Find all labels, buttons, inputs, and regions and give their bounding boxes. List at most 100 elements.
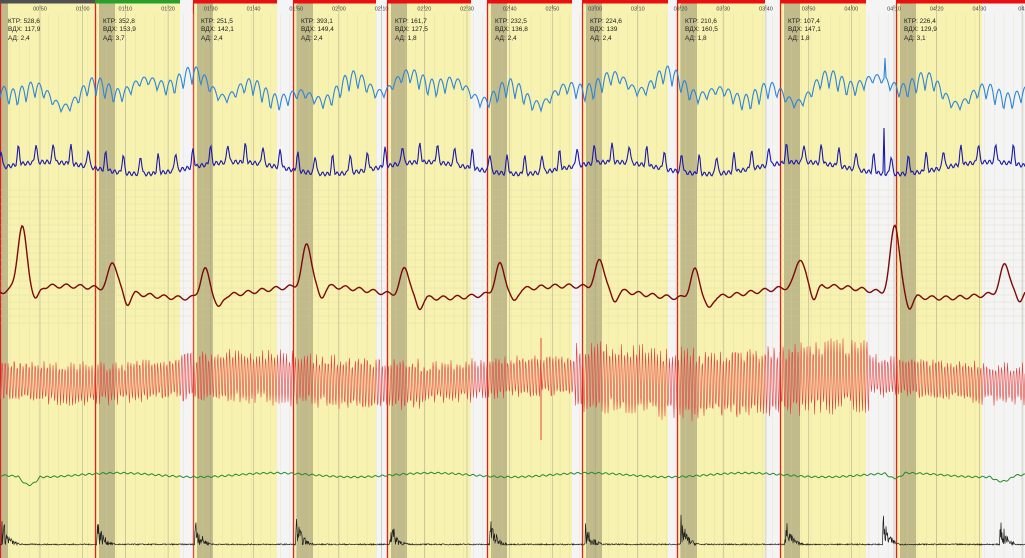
epoch-stat-ad: АД: 1,8 bbox=[685, 35, 718, 43]
time-label: 01:50 bbox=[289, 7, 303, 13]
stat-value: 393,1 bbox=[316, 18, 333, 25]
epoch-stat-ad: АД: 1,8 bbox=[395, 35, 428, 43]
snore-trace bbox=[0, 514, 1025, 547]
stat-label: КТР: bbox=[495, 18, 511, 25]
status-segment bbox=[677, 0, 765, 4]
stat-label: КТР: bbox=[301, 18, 317, 25]
stat-label: АД: bbox=[201, 34, 214, 42]
stat-label: ВДХ: bbox=[685, 26, 702, 34]
time-label: 03:40 bbox=[759, 7, 773, 13]
time-label: 02:00 bbox=[332, 7, 346, 13]
stat-value: 136,8 bbox=[511, 26, 528, 34]
stat-label: ВДХ: bbox=[301, 26, 318, 34]
epoch-stats: КТР: 107,4 ВДХ: 147,1 АД: 1,8 bbox=[788, 18, 821, 43]
epoch-stat-ktr: КТР: 352,8 bbox=[103, 18, 136, 26]
epoch-stat-vdkh: ВДХ: 139 bbox=[590, 26, 622, 34]
event-marker[interactable] bbox=[1, 3, 8, 558]
stat-value: 139 bbox=[606, 26, 618, 34]
time-label: 03:10 bbox=[631, 7, 645, 13]
epoch-stat-ktr: КТР: 161,7 bbox=[395, 18, 428, 26]
event-marker[interactable] bbox=[681, 3, 697, 558]
epoch-stats: КТР: 210,6 ВДХ: 160,5 АД: 1,8 bbox=[685, 18, 718, 43]
epoch-stat-ktr: КТР: 107,4 bbox=[788, 18, 821, 26]
epoch-stat-ktr: КТР: 232,5 bbox=[495, 18, 528, 26]
stat-label: АД: bbox=[301, 34, 314, 42]
stat-label: КТР: bbox=[395, 18, 411, 25]
time-label: 02:30 bbox=[460, 7, 474, 13]
epoch-stat-vdkh: ВДХ: 117,9 bbox=[8, 26, 40, 34]
epoch-stat-ad: АД: 1,8 bbox=[788, 35, 821, 43]
stat-label: АД: bbox=[103, 34, 116, 42]
epoch-stat-vdkh: ВДХ: 147,1 bbox=[788, 26, 821, 34]
stat-label: АД: bbox=[590, 34, 603, 42]
event-marker[interactable] bbox=[586, 3, 602, 558]
event-marker[interactable] bbox=[900, 3, 916, 558]
time-label: 02:10 bbox=[375, 7, 389, 13]
epoch-stat-ad: АД: 2,4 bbox=[495, 35, 528, 43]
stat-value: 3,7 bbox=[115, 34, 125, 42]
stat-label: КТР: bbox=[904, 18, 920, 25]
timeline: 00:50 01:00 01:10 01:20 01:30 01:40 01:50 02:00… bbox=[33, 5, 1025, 13]
time-label: 00:50 bbox=[33, 7, 47, 13]
stat-value: 528,6 bbox=[23, 18, 40, 25]
stat-value: 2,4 bbox=[602, 34, 612, 42]
stat-label: КТР: bbox=[590, 18, 606, 25]
epoch-stats: КТР: 352,8 ВДХ: 153,9 АД: 3,7 bbox=[103, 18, 136, 43]
epoch-stat-ktr: КТР: 251,5 bbox=[201, 18, 234, 26]
stat-value: 153,9 bbox=[119, 26, 136, 34]
epoch-stat-ad: АД: 2,4 bbox=[201, 35, 234, 43]
stat-value: 2,4 bbox=[213, 34, 223, 42]
time-label: 04:10 bbox=[887, 7, 901, 13]
epoch-stat-vdkh: ВДХ: 127,5 bbox=[395, 26, 428, 34]
epoch-stat-ad: АД: 3,7 bbox=[103, 35, 136, 43]
time-label: 04:00 bbox=[844, 7, 858, 13]
epoch-stat-ad: АД: 2,4 bbox=[8, 35, 40, 43]
stat-value: 1,8 bbox=[407, 34, 417, 42]
epoch-stat-ad: АД: 3,1 bbox=[904, 35, 937, 43]
status-segment bbox=[487, 0, 572, 4]
stat-value: 226,4 bbox=[919, 18, 936, 25]
pressure-trace bbox=[0, 224, 1025, 311]
stat-label: ВДХ: bbox=[201, 26, 218, 34]
time-label: 03:20 bbox=[674, 7, 688, 13]
stat-label: ВДХ: bbox=[590, 26, 607, 34]
stat-label: АД: bbox=[395, 34, 408, 42]
event-marker[interactable] bbox=[197, 3, 213, 558]
status-segment bbox=[193, 0, 277, 4]
stat-value: 2,4 bbox=[507, 34, 517, 42]
grid-layer bbox=[0, 9, 1025, 558]
event-marker[interactable] bbox=[99, 3, 115, 558]
stat-value: 1,8 bbox=[800, 34, 810, 42]
stat-label: АД: bbox=[495, 34, 508, 42]
event-marker[interactable] bbox=[491, 3, 507, 558]
stat-value: 142,1 bbox=[217, 26, 234, 34]
stat-label: ВДХ: bbox=[395, 26, 412, 34]
stat-value: 117,9 bbox=[24, 26, 41, 34]
stat-label: АД: bbox=[904, 34, 917, 42]
epoch-layer bbox=[0, 3, 982, 558]
stat-value: 352,8 bbox=[118, 18, 135, 25]
epoch-stat-ad: АД: 2,4 bbox=[590, 35, 622, 43]
epoch-stat-ktr: КТР: 210,6 bbox=[685, 18, 718, 26]
time-label: 02:20 bbox=[417, 7, 431, 13]
status-segment bbox=[95, 0, 180, 4]
time-label: 02:50 bbox=[546, 7, 560, 13]
status-segment bbox=[387, 0, 471, 4]
stat-value: 1,8 bbox=[697, 34, 707, 42]
time-label: 02:40 bbox=[503, 7, 517, 13]
epoch-stat-vdkh: ВДХ: 129,9 bbox=[904, 26, 937, 34]
stat-label: КТР: bbox=[201, 18, 217, 25]
status-segment bbox=[0, 0, 95, 4]
stat-value: 2,4 bbox=[20, 34, 30, 42]
stat-value: 160,5 bbox=[701, 26, 718, 34]
stat-label: КТР: bbox=[788, 18, 804, 25]
spo2-trace bbox=[0, 471, 1025, 486]
epoch-stat-ktr: КТР: 226,4 bbox=[904, 18, 937, 26]
epoch-stats: КТР: 226,4 ВДХ: 129,9 АД: 3,1 bbox=[904, 18, 937, 43]
time-label: 03:00 bbox=[588, 7, 602, 13]
stat-label: АД: bbox=[788, 34, 801, 42]
epoch-stat-ktr: КТР: 393,1 bbox=[301, 18, 334, 26]
status-segment bbox=[293, 0, 376, 4]
